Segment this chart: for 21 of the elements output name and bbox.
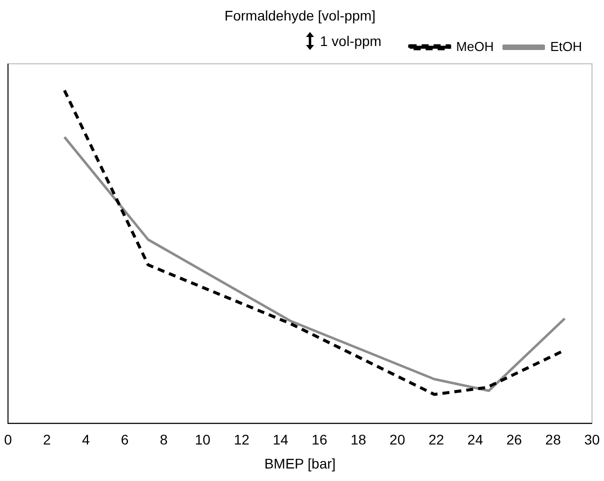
x-tick-label: 4 — [82, 432, 90, 448]
x-tick-label: 0 — [4, 432, 12, 448]
x-tick-label: 2 — [43, 432, 52, 448]
x-tick-label: 12 — [234, 432, 250, 448]
x-tick-label: 20 — [390, 432, 406, 448]
x-axis-title: BMEP [bar] — [264, 455, 336, 472]
x-tick-label: 30 — [584, 432, 600, 448]
x-tick-label: 26 — [506, 432, 522, 448]
x-tick-label: 16 — [312, 432, 328, 448]
legend-label: MeOH — [456, 38, 494, 54]
chart-title: Formaldehyde [vol-ppm] — [224, 7, 376, 24]
x-tick-label: 18 — [350, 432, 366, 448]
x-tick-label: 14 — [272, 432, 289, 448]
x-tick-label: 6 — [120, 432, 129, 448]
x-tick-label: 28 — [545, 432, 562, 448]
x-tick-label: 22 — [428, 432, 444, 448]
x-tick-label: 10 — [194, 432, 211, 448]
legend-label: EtOH — [550, 38, 582, 54]
x-tick-label: 24 — [467, 432, 484, 448]
x-tick-label: 8 — [160, 432, 168, 448]
text: 1 vol-ppm — [320, 33, 382, 49]
